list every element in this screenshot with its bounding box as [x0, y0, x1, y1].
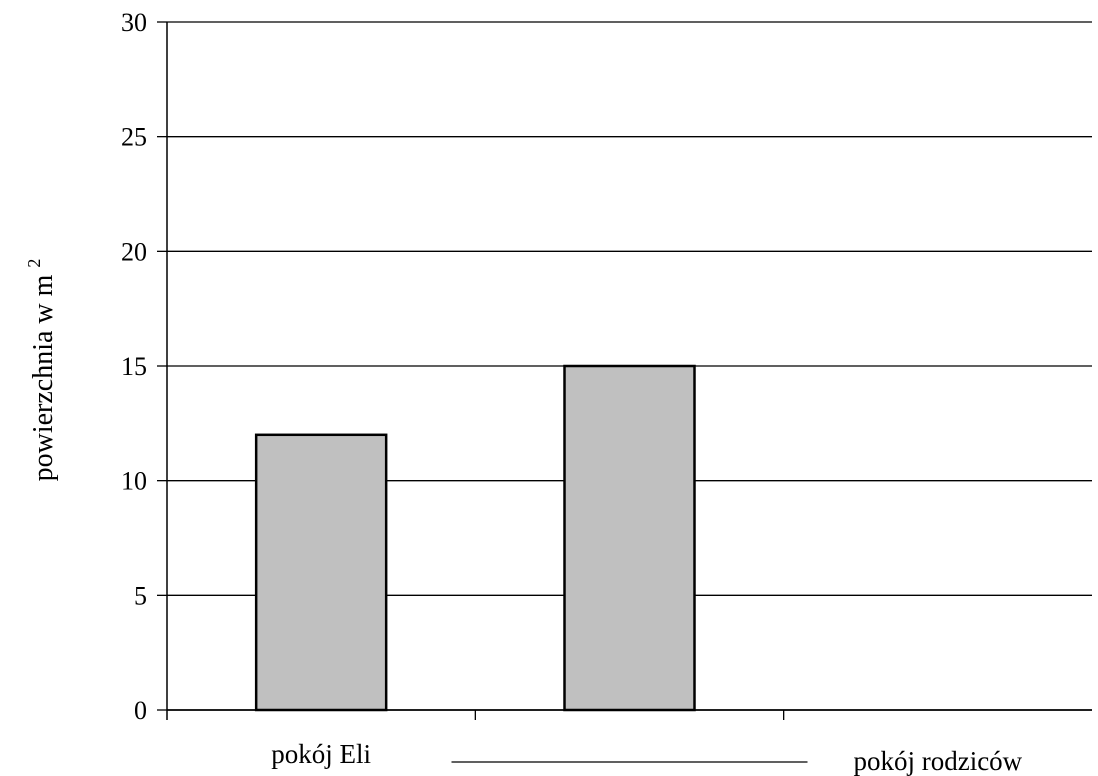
- y-tick-label-5: 5: [134, 581, 147, 610]
- bar-2: [563, 364, 696, 712]
- y-tick-label-10: 10: [121, 467, 147, 496]
- y-tick-label-0: 0: [134, 696, 147, 725]
- y-axis-ticks: 0 5 10 15 20 25 30: [121, 8, 167, 725]
- y-axis-title: powierzchnia w m 2: [24, 259, 59, 482]
- bar-1: [254, 433, 388, 712]
- y-tick-label-30: 30: [121, 8, 147, 37]
- y-axis-title-text: powierzchnia w m: [28, 274, 59, 481]
- category-label-3: pokój rodziców: [853, 746, 1022, 776]
- category-label-1: pokój Eli: [271, 739, 371, 769]
- category-labels: pokój Eli pokój rodziców: [271, 739, 1022, 776]
- y-tick-label-25: 25: [121, 123, 147, 152]
- y-axis-title-superscript: 2: [24, 259, 44, 268]
- y-tick-label-15: 15: [121, 352, 147, 381]
- bars: [254, 364, 696, 712]
- x-axis-ticks: [474, 710, 785, 720]
- y-tick-label-20: 20: [121, 237, 147, 266]
